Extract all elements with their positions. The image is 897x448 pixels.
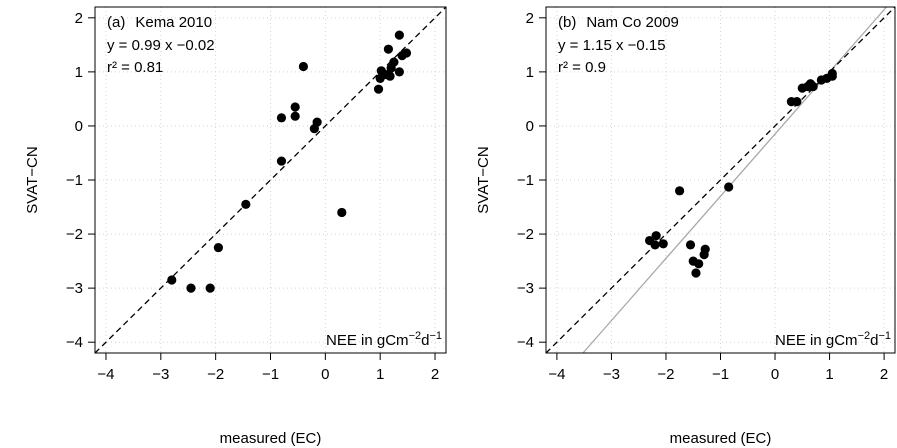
r-squared: r² = 0.9 bbox=[558, 59, 606, 76]
x-axis-title: measured (EC) bbox=[670, 430, 772, 447]
regression-equation: y = 0.99 x −0.02 bbox=[107, 37, 215, 54]
y-tick-label: 1 bbox=[526, 64, 534, 81]
data-point bbox=[276, 156, 287, 166]
x-tick-label: 1 bbox=[825, 366, 833, 383]
site-name: Kema 2010 bbox=[135, 14, 212, 31]
data-point bbox=[724, 182, 734, 192]
identity-line bbox=[545, 6, 896, 354]
data-point bbox=[808, 81, 818, 92]
panel-label: (b) bbox=[558, 14, 576, 31]
data-point bbox=[827, 68, 837, 79]
y-axis-title: SVAT−CN bbox=[475, 146, 492, 213]
x-tick-label: −2 bbox=[207, 366, 224, 383]
y-tick-label: 1 bbox=[75, 64, 83, 81]
data-point bbox=[205, 283, 215, 293]
data-points bbox=[645, 68, 837, 278]
data-point bbox=[700, 244, 710, 254]
data-point bbox=[394, 67, 404, 77]
y-tick-label: −2 bbox=[66, 226, 83, 243]
x-axis: −4 −3 −2 −1 0 1 2 bbox=[548, 353, 888, 383]
data-point bbox=[691, 268, 701, 278]
y-tick-label: −4 bbox=[517, 334, 534, 351]
unit-exponent-1: −2 bbox=[858, 330, 871, 342]
y-tick-label: −1 bbox=[66, 172, 83, 189]
y-tick-label: 2 bbox=[75, 10, 83, 27]
panel-namco: −4 −3 −2 −1 0 1 2 −4 −3 −2 −1 0 1 2 measured (EC) SV… bbox=[475, 6, 896, 447]
unit-exponent-2: −1 bbox=[878, 330, 891, 342]
unit-exponent-2: −1 bbox=[429, 330, 442, 342]
data-point bbox=[694, 259, 704, 269]
data-point bbox=[290, 111, 300, 121]
y-tick-label: −3 bbox=[517, 280, 534, 297]
data-point bbox=[401, 48, 412, 58]
y-tick-label: −3 bbox=[66, 280, 83, 297]
data-point bbox=[792, 97, 802, 107]
data-point bbox=[312, 117, 322, 127]
data-point bbox=[383, 44, 394, 54]
regression-equation: y = 1.15 x −0.15 bbox=[558, 37, 666, 54]
panel-title: (b) Nam Co 2009 bbox=[558, 14, 679, 31]
unit-label: NEE in gCm−2d−1 bbox=[326, 330, 442, 349]
y-axis: −4 −3 −2 −1 0 1 2 bbox=[66, 10, 95, 351]
unit-label: NEE in gCm−2d−1 bbox=[775, 330, 891, 349]
x-tick-label: −3 bbox=[603, 366, 620, 383]
x-tick-label: 0 bbox=[771, 366, 779, 383]
y-tick-label: 0 bbox=[75, 118, 83, 135]
data-point bbox=[675, 186, 685, 196]
panel-kema: −4 −3 −2 −1 0 1 2 −4 −3 −2 −1 0 1 2 measured (EC) SV… bbox=[24, 6, 447, 447]
x-tick-label: 2 bbox=[431, 366, 439, 383]
unit-exponent-1: −2 bbox=[409, 330, 422, 342]
x-tick-label: 0 bbox=[321, 366, 329, 383]
data-points bbox=[167, 30, 412, 293]
y-tick-label: −2 bbox=[517, 226, 534, 243]
data-point bbox=[389, 57, 399, 67]
data-point bbox=[241, 199, 251, 209]
site-name: Nam Co 2009 bbox=[586, 14, 679, 31]
data-point bbox=[650, 240, 660, 250]
unit-mid: d bbox=[870, 332, 878, 349]
x-tick-label: −4 bbox=[97, 366, 114, 383]
y-axis: −4 −3 −2 −1 0 1 2 bbox=[517, 10, 546, 351]
data-point bbox=[186, 283, 196, 293]
data-point bbox=[167, 275, 177, 285]
unit-mid: d bbox=[421, 332, 429, 349]
y-tick-label: −1 bbox=[517, 172, 534, 189]
x-tick-label: 1 bbox=[376, 366, 384, 383]
y-axis-title: SVAT−CN bbox=[24, 146, 41, 213]
y-tick-label: 2 bbox=[526, 10, 534, 27]
x-axis-title: measured (EC) bbox=[220, 430, 322, 447]
x-tick-label: −3 bbox=[152, 366, 169, 383]
data-point bbox=[394, 30, 404, 40]
data-point bbox=[385, 71, 395, 81]
data-point bbox=[373, 84, 384, 94]
x-axis: −4 −3 −2 −1 0 1 2 bbox=[97, 353, 439, 383]
x-tick-label: −1 bbox=[262, 366, 279, 383]
r-squared: r² = 0.81 bbox=[107, 59, 163, 76]
unit-prefix: NEE in gCm bbox=[326, 332, 409, 349]
data-point bbox=[213, 242, 223, 253]
data-point bbox=[685, 240, 696, 250]
x-tick-label: −2 bbox=[657, 366, 674, 383]
data-point bbox=[651, 231, 661, 241]
x-tick-label: −1 bbox=[712, 366, 729, 383]
unit-prefix: NEE in gCm bbox=[775, 332, 858, 349]
data-point bbox=[337, 207, 347, 218]
x-tick-label: −4 bbox=[548, 366, 565, 383]
data-point bbox=[658, 239, 668, 249]
panel-label: (a) bbox=[107, 14, 125, 31]
data-point bbox=[298, 61, 309, 72]
data-point bbox=[290, 102, 300, 112]
y-tick-label: −4 bbox=[66, 334, 83, 351]
y-tick-label: 0 bbox=[526, 118, 534, 135]
panel-title: (a) Kema 2010 bbox=[107, 14, 212, 31]
identity-line bbox=[94, 6, 447, 354]
data-point bbox=[276, 113, 287, 123]
regression-line bbox=[582, 6, 887, 354]
x-tick-label: 2 bbox=[880, 366, 888, 383]
